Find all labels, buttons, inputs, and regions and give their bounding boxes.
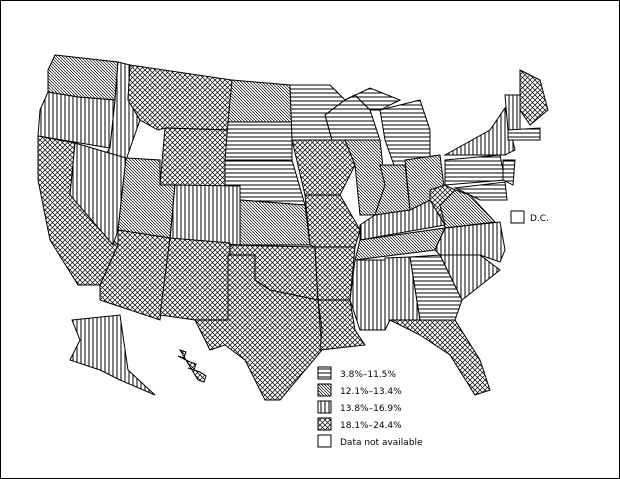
legend-swatch	[317, 434, 332, 448]
dc-swatch	[510, 210, 525, 224]
legend-label: 18.1%–24.4%	[340, 421, 402, 431]
legend: 3.8%–11.5% 12.1%–13.4% 13.8%–16.9% 18.1%–24…	[317, 366, 423, 448]
legend-swatch	[317, 400, 332, 414]
state-ga	[409, 254, 463, 321]
state-nj	[502, 159, 516, 186]
state-nm	[159, 237, 231, 321]
state-fl	[389, 319, 491, 396]
state-ia	[291, 139, 356, 196]
legend-label: Data not available	[340, 438, 423, 448]
state-pa	[444, 154, 506, 186]
state-nd	[227, 79, 293, 123]
state-ar	[314, 246, 356, 301]
legend-label: 13.8%–16.9%	[340, 404, 402, 414]
state-co	[169, 184, 241, 246]
state-nc	[434, 221, 506, 263]
state-md	[453, 181, 508, 201]
state-ma	[507, 127, 541, 141]
state-ks	[239, 199, 311, 246]
state-ny	[443, 106, 516, 156]
state-ak	[69, 314, 156, 396]
state-vt	[504, 94, 521, 131]
state-wy	[159, 127, 229, 191]
state-nv	[69, 142, 127, 246]
state-ms	[349, 259, 386, 331]
states-layer	[37, 54, 549, 401]
state-sd	[224, 121, 293, 161]
dc-label: D.C.	[530, 214, 549, 224]
state-miu	[344, 87, 402, 111]
legend-label: 12.1%–13.4%	[340, 387, 402, 397]
legend-label: 3.8%–11.5%	[340, 370, 396, 380]
state-mt	[127, 64, 233, 131]
legend-swatch	[317, 417, 332, 431]
state-me	[519, 69, 549, 126]
state-mo	[304, 194, 361, 248]
state-tx	[194, 254, 323, 401]
legend-swatch	[317, 383, 332, 397]
legend-swatch	[317, 366, 332, 380]
state-hi	[177, 349, 207, 383]
dc-key: D.C.	[510, 210, 549, 224]
